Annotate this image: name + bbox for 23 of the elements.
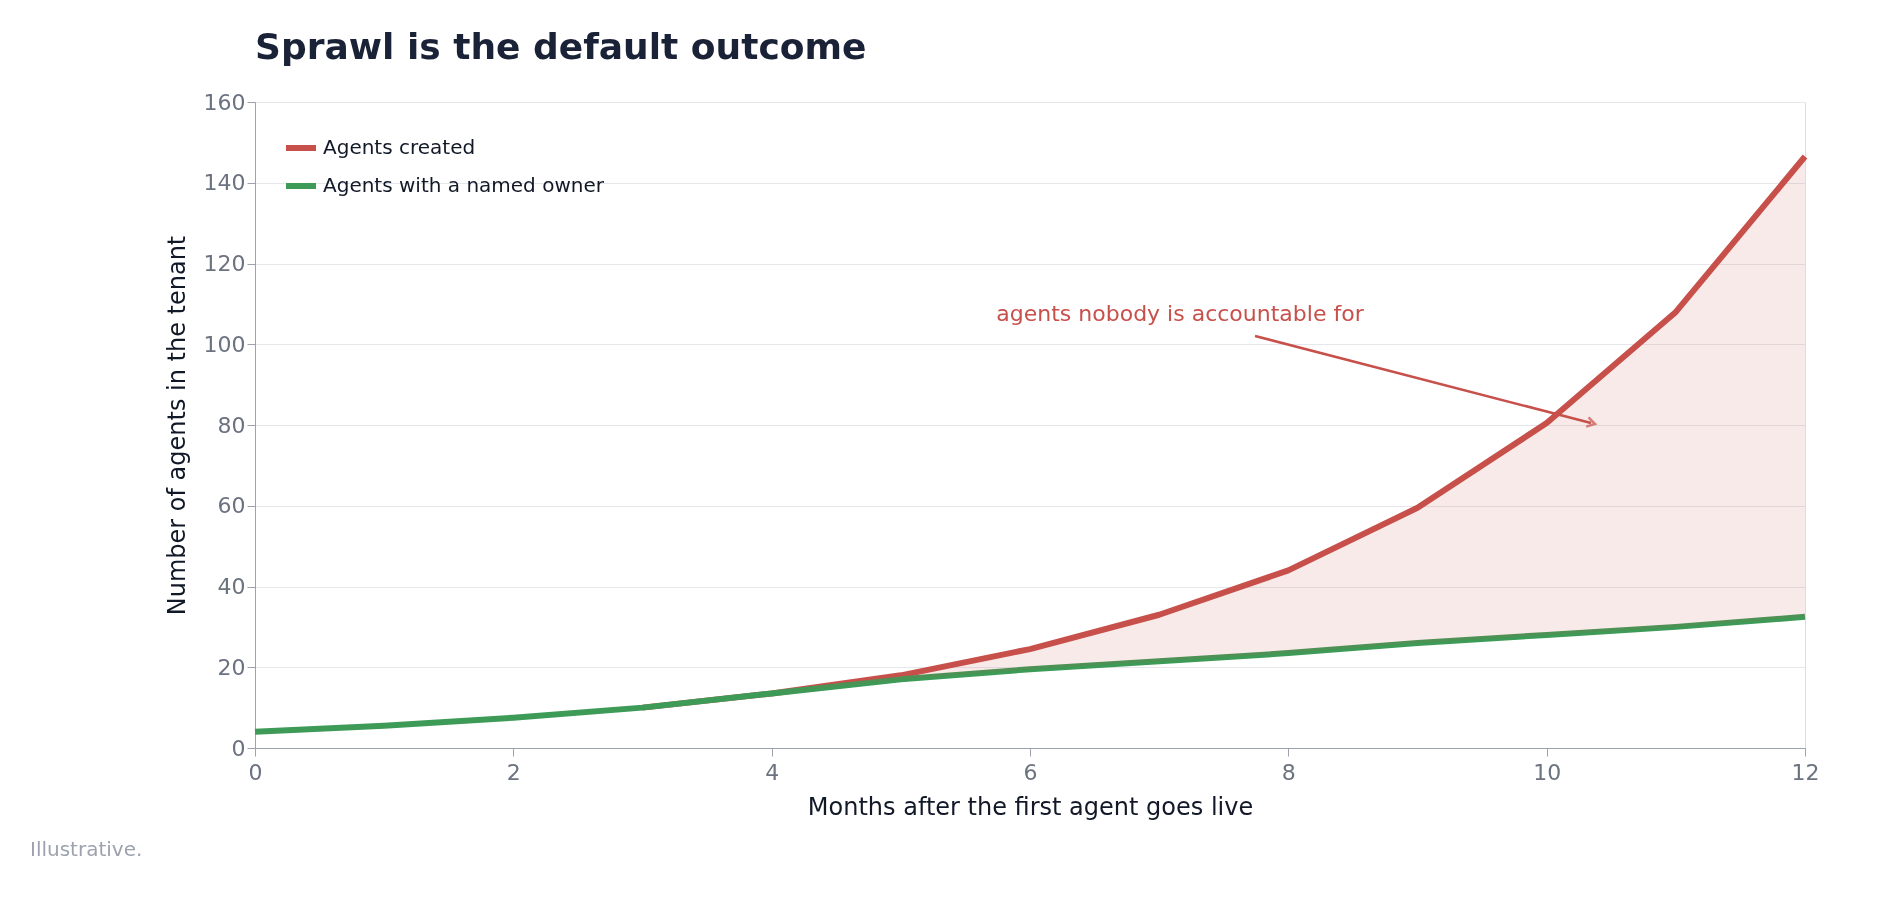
x-tick-label: 12: [1791, 759, 1820, 785]
y-axis-title: Number of agents in the tenant: [162, 235, 191, 616]
legend-label: Agents created: [323, 135, 476, 159]
x-tick-label: 0: [248, 759, 263, 785]
y-tick-label: 60: [217, 493, 246, 519]
text: Illustrative.: [30, 837, 143, 861]
legend-label: Agents with a named owner: [323, 173, 605, 197]
y-tick-label: 80: [217, 412, 246, 438]
y-tick-label: 100: [203, 331, 246, 357]
y-tick-label: 140: [203, 170, 246, 196]
x-tick-label: 10: [1533, 759, 1562, 785]
annotation: agents nobody is accountable for: [996, 301, 1365, 326]
y-tick-label: 120: [203, 251, 246, 276]
y-tick-label: 160: [203, 89, 246, 115]
chart-title: Sprawl is the default outcome: [255, 26, 867, 67]
y-tick-label: 20: [217, 654, 246, 680]
x-tick-label: 4: [765, 759, 780, 785]
y-tick-label: 40: [217, 574, 246, 599]
x-tick-label: 8: [1281, 759, 1296, 785]
x-tick-label: 2: [506, 759, 521, 785]
y-tick-label: 0: [231, 735, 246, 761]
x-axis-title: Months after the first agent goes live: [807, 792, 1254, 821]
x-tick-label: 6: [1023, 759, 1038, 785]
